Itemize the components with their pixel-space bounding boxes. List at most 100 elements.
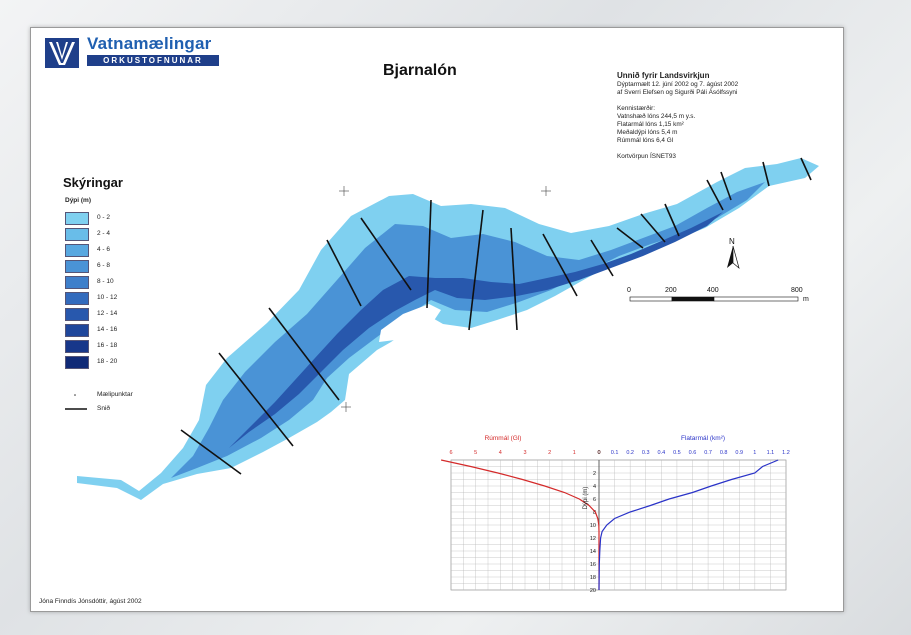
map-sheet: Vatnamælingar ORKUSTOFNUNAR Bjarnalón Un…	[30, 27, 844, 612]
scale-tick: 800	[791, 287, 803, 294]
legend-swatch-label: 2 - 4	[97, 230, 111, 237]
legend-depth-label: Dýpi (m)	[65, 197, 91, 204]
section-line	[762, 161, 770, 187]
volume-axis-label: Rúmmál (Gl)	[485, 435, 522, 442]
logo-name: Vatnamælingar	[87, 34, 212, 53]
depth-chart: 6 5 4 3 2 1 0 0.1 0.2 0.3 0.4 0.5 0.6 0.7 0.8 0.9 1 1.1 1.…	[440, 435, 790, 594]
area-curve	[598, 459, 779, 591]
info-line: Rúmmál lóns 6,4 Gl	[617, 137, 674, 144]
section-line	[510, 227, 518, 331]
scale-unit: m	[803, 296, 809, 303]
scale-tick: 200	[665, 287, 677, 294]
info-line: Kennistærðir:	[617, 105, 656, 112]
section-line	[616, 227, 644, 249]
legend-swatch-label: 8 - 10	[97, 278, 114, 285]
area-tick-label: 0.2	[626, 450, 634, 456]
north-arrow-icon	[727, 245, 740, 269]
area-tick-label: 0.9	[735, 450, 743, 456]
depth-tick-label: 6	[593, 497, 596, 503]
info-block: Unnið fyrir Landsvirkjun Dýptarmælt 12. …	[617, 72, 738, 161]
control-point-markers	[339, 186, 551, 412]
section-line	[542, 233, 578, 297]
volume-curve	[440, 459, 600, 590]
area-tick-label: 0.1	[611, 450, 619, 456]
island	[379, 304, 441, 342]
section-line	[326, 239, 362, 307]
info-heading: Unnið fyrir Landsvirkjun	[617, 71, 710, 80]
section-line	[360, 217, 412, 291]
legend-swatch-label: 0 - 2	[97, 214, 111, 221]
area-tick-label: 0.6	[689, 450, 697, 456]
legend-swatch-label: 6 - 8	[97, 262, 111, 269]
section-line	[640, 213, 666, 243]
legend-swatch	[65, 356, 89, 369]
lake-deep	[229, 212, 723, 448]
depth-tick-label: 2	[593, 471, 596, 477]
legend-swatch	[65, 228, 89, 241]
volume-tick-label: 1	[573, 450, 576, 456]
legend-swatch	[65, 324, 89, 337]
volume-tick-label: 2	[548, 450, 551, 456]
logo-subtitle: ORKUSTOFNUNAR	[87, 55, 219, 66]
depth-axis-label: Dýpi (m)	[583, 487, 589, 510]
legend-swatch	[65, 276, 89, 289]
info-line: Kortvörpun ÍSNET93	[617, 153, 676, 160]
measurement-point-symbol	[74, 394, 76, 396]
volume-tick-label: 3	[523, 450, 526, 456]
depth-tick-label: 4	[593, 484, 596, 490]
legend-swatch-label: 4 - 6	[97, 246, 111, 253]
legend-swatch-label: 10 - 12	[97, 294, 118, 301]
area-tick-label: 1	[753, 450, 756, 456]
scale-bar	[629, 296, 799, 302]
section-line	[268, 307, 340, 401]
legend-section-label: Snið	[97, 405, 111, 412]
zero-tick-label: 0	[597, 450, 600, 456]
volume-tick-label: 0	[597, 450, 600, 456]
legend-swatch	[65, 308, 89, 321]
legend-swatch-label: 16 - 18	[97, 342, 118, 349]
legend-swatch-label: 18 - 20	[97, 358, 118, 365]
legend-swatch	[65, 260, 89, 273]
legend-swatch-label: 12 - 14	[97, 310, 118, 317]
depth-tick-label: 14	[590, 549, 596, 555]
area-tick-label: 0.7	[704, 450, 712, 456]
depth-tick-label: 20	[590, 588, 596, 594]
credit-text: Jóna Finndís Jónsdóttir, ágúst 2002	[39, 598, 142, 605]
depth-tick-label: 8	[593, 510, 596, 516]
legend-swatch	[65, 244, 89, 257]
volume-tick-label: 5	[474, 450, 477, 456]
section-lines	[180, 157, 812, 475]
area-tick-label: 1.1	[767, 450, 775, 456]
volume-tick-label: 4	[499, 450, 502, 456]
area-axis-label: Flatarmál (km²)	[681, 435, 725, 442]
lake-map: N 0 200 400 800 m	[77, 157, 819, 500]
section-line	[720, 171, 732, 201]
legend-swatch-label: 14 - 16	[97, 326, 118, 333]
scale-tick: 0	[627, 287, 631, 294]
area-tick-label: 0.5	[673, 450, 681, 456]
depth-tick-label: 18	[590, 575, 596, 581]
info-line: af Sverri Elefsen og Sigurði Páli Ásólfs…	[617, 89, 738, 96]
area-tick-label: 0.3	[642, 450, 650, 456]
section-line	[468, 209, 484, 331]
legend-swatch	[65, 292, 89, 305]
vatnamaelingar-logo-icon	[45, 38, 79, 68]
section-line	[706, 179, 724, 211]
map-title: Bjarnalón	[383, 62, 457, 79]
depth-tick-label: 16	[590, 562, 596, 568]
info-line: Flatarmál lóns 1,15 km²	[617, 121, 684, 128]
legend-swatch	[65, 340, 89, 353]
north-label: N	[729, 237, 735, 246]
area-tick-label: 0.4	[658, 450, 666, 456]
legend-swatch	[65, 212, 89, 225]
section-line	[426, 199, 432, 309]
depth-tick-label: 12	[590, 536, 596, 542]
volume-tick-label: 6	[449, 450, 452, 456]
lake-medium	[171, 182, 765, 478]
info-line: Meðaldýpi lóns 5,4 m	[617, 129, 678, 136]
area-tick-label: 0.8	[720, 450, 728, 456]
chart-grid	[450, 459, 787, 591]
area-tick-label: 1.2	[782, 450, 790, 456]
legend-points-label: Mælipunktar	[97, 391, 133, 398]
section-line	[664, 203, 680, 237]
